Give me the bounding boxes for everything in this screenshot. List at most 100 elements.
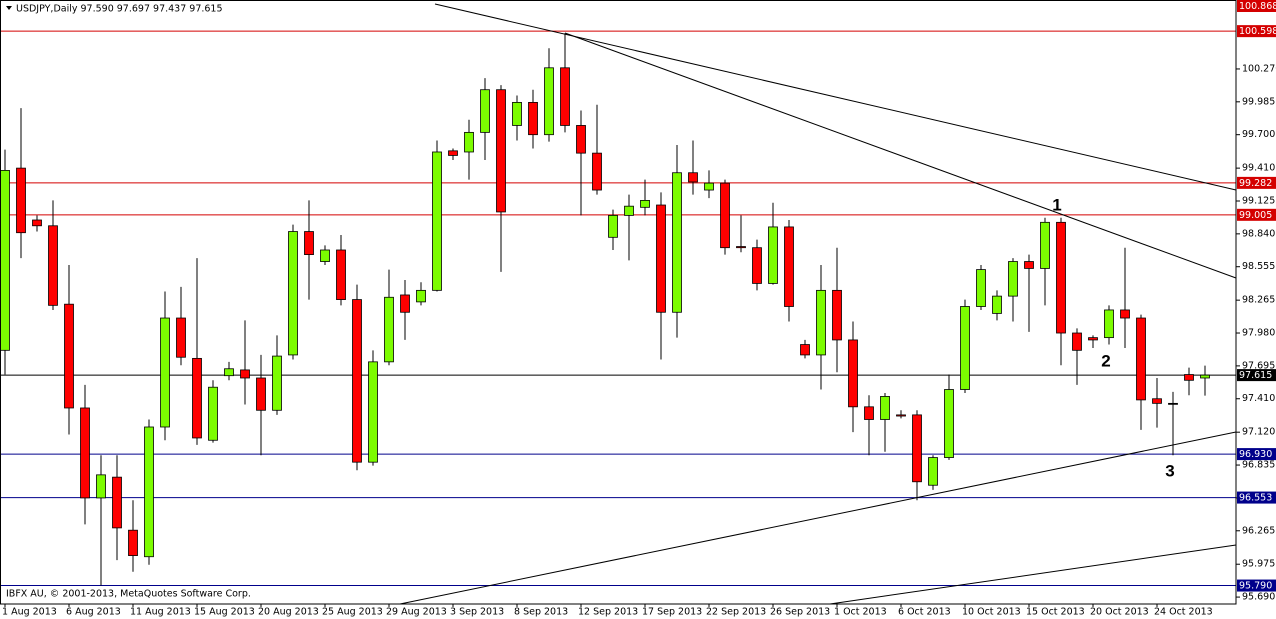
plot-frame — [0, 0, 1237, 605]
candle-body — [208, 386, 218, 441]
level-label: 99.005 — [1239, 210, 1272, 221]
candle-body — [144, 426, 154, 558]
candle-body — [32, 219, 42, 227]
y-tick-label: 100.270 — [1242, 63, 1276, 74]
x-tick-label: 1 Oct 2013 — [834, 607, 887, 618]
candle-body — [1120, 309, 1130, 319]
x-tick-label: 12 Sep 2013 — [578, 607, 638, 618]
y-tick-label: 98.265 — [1242, 295, 1275, 306]
candle-body — [240, 369, 250, 379]
candle-body — [592, 152, 602, 191]
menu-triangle — [6, 6, 12, 10]
y-tick-label: 99.410 — [1242, 163, 1275, 174]
candle-body — [784, 226, 794, 307]
y-tick-label: 98.555 — [1242, 261, 1275, 272]
candle-body — [512, 101, 522, 126]
y-tick-label: 97.120 — [1242, 427, 1275, 438]
y-tick-label: 96.835 — [1242, 460, 1275, 471]
candle-body — [304, 231, 314, 256]
candle-body — [432, 151, 442, 291]
level-box — [1237, 579, 1276, 592]
y-tick-label: 97.980 — [1242, 328, 1275, 339]
level-label: 96.553 — [1239, 493, 1272, 504]
y-tick-label: 99.700 — [1242, 129, 1275, 140]
y-tick-label: 96.265 — [1242, 525, 1275, 536]
candle-body — [272, 355, 282, 411]
candle-body — [576, 125, 586, 154]
x-tick-label: 15 Oct 2013 — [1026, 607, 1085, 618]
level-label: 99.282 — [1239, 178, 1272, 189]
level-label: 96.930 — [1239, 449, 1272, 460]
candle-body — [640, 200, 650, 208]
annotation: 2 — [1101, 351, 1110, 370]
x-tick-label: 17 Sep 2013 — [642, 607, 702, 618]
x-tick-label: 20 Aug 2013 — [258, 607, 319, 618]
candle-body — [1024, 261, 1034, 269]
candle-body — [1008, 261, 1018, 297]
x-tick-label: 6 Aug 2013 — [66, 607, 121, 618]
candle-body — [64, 303, 74, 409]
candle-body — [320, 249, 330, 262]
trendline — [564, 32, 1237, 279]
trendline — [399, 431, 1237, 605]
candle-body — [832, 289, 842, 341]
candle-body — [1184, 374, 1194, 381]
candle-body — [1056, 221, 1066, 334]
candle-body — [448, 150, 458, 156]
y-tick-label: 99.985 — [1242, 96, 1275, 107]
candle-body — [1040, 221, 1050, 269]
x-tick-label: 22 Sep 2013 — [706, 607, 766, 618]
x-tick-label: 15 Aug 2013 — [194, 607, 255, 618]
plot-area — [0, 0, 1236, 587]
x-tick-label: 20 Oct 2013 — [1090, 607, 1149, 618]
candle-body — [848, 339, 858, 408]
candle-body — [416, 289, 426, 303]
trendline — [829, 544, 1237, 605]
candle-body — [288, 231, 298, 356]
candle-body — [816, 289, 826, 356]
candle-body — [672, 172, 682, 313]
x-tick-label: 6 Oct 2013 — [898, 607, 951, 618]
trendlines — [399, 3, 1237, 605]
candle-body — [880, 396, 890, 420]
candle-body — [544, 67, 554, 136]
level-label: 100.598 — [1239, 26, 1276, 37]
x-tick-label: 10 Oct 2013 — [962, 607, 1021, 618]
x-tick-label: 26 Sep 2013 — [770, 607, 830, 618]
level-box — [1237, 491, 1276, 504]
candle-body — [112, 476, 122, 529]
candle-body — [384, 296, 394, 363]
annotation: 1 — [1052, 195, 1061, 214]
footer: IBFX AU, © 2001-2013, MetaQuotes Softwar… — [6, 589, 251, 600]
candle-body — [688, 172, 698, 183]
candle-body — [192, 357, 202, 439]
y-tick-label: 95.690 — [1242, 592, 1275, 603]
y-tick-label: 99.125 — [1242, 195, 1275, 206]
candle-body — [368, 361, 378, 463]
x-tick-label: 11 Aug 2013 — [130, 607, 191, 618]
level-box — [1237, 208, 1276, 221]
candle-body — [944, 389, 954, 458]
candle-body — [0, 170, 10, 351]
candle-body — [176, 317, 186, 358]
candle-body — [976, 269, 986, 307]
x-tick-label: 1 Aug 2013 — [2, 607, 57, 618]
candle-body — [752, 247, 762, 284]
level-label: 95.790 — [1239, 581, 1272, 592]
candle-body — [992, 295, 1002, 314]
level-label: 100.868 — [1239, 1, 1276, 12]
candle-body — [1152, 398, 1162, 404]
level-box — [1237, 25, 1276, 38]
candle-body — [528, 101, 538, 136]
candle-body — [1104, 309, 1114, 339]
candle-body — [704, 182, 714, 191]
candle-body — [1072, 332, 1082, 351]
candle-body — [80, 407, 90, 499]
level-label: 97.615 — [1239, 370, 1272, 381]
candle-body — [1200, 374, 1210, 379]
candle-body — [560, 67, 570, 126]
level-box — [1237, 0, 1276, 12]
candle-body — [464, 131, 474, 153]
